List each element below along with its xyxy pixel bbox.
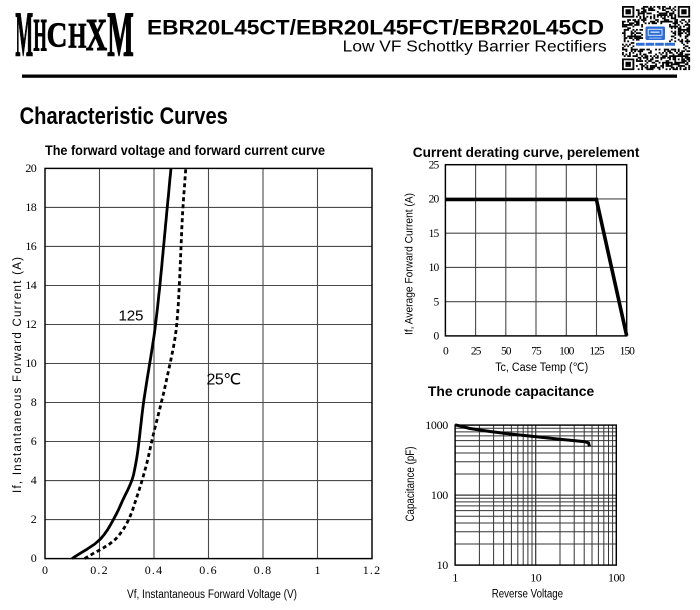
svg-text:Low VF Schottky Barrier Rectif: Low VF Schottky Barrier Rectifiers	[343, 39, 607, 56]
svg-text:Reverse Voltage: Reverse Voltage	[492, 589, 563, 601]
svg-text:Capacitance (pF): Capacitance (pF)	[405, 446, 417, 521]
svg-text:0: 0	[443, 346, 449, 358]
svg-text:1: 1	[452, 571, 458, 585]
svg-text:Vf, Instantaneous Forward Volt: Vf, Instantaneous Forward Voltage (V)	[127, 589, 297, 601]
svg-text:20: 20	[429, 194, 440, 206]
svg-text:H: H	[68, 15, 86, 55]
svg-text:8: 8	[31, 395, 37, 409]
svg-text:0.6: 0.6	[199, 563, 218, 577]
svg-text:10: 10	[530, 571, 542, 585]
svg-text:2: 2	[31, 512, 37, 526]
svg-text:4: 4	[31, 473, 37, 487]
svg-text:25: 25	[429, 160, 440, 172]
svg-text:X: X	[86, 11, 108, 61]
svg-text:10: 10	[437, 558, 449, 572]
svg-text:100: 100	[431, 488, 448, 502]
svg-text:10: 10	[429, 262, 440, 274]
svg-text:0.4: 0.4	[145, 563, 164, 577]
svg-text:125: 125	[119, 307, 144, 324]
svg-text:100: 100	[608, 571, 625, 585]
svg-text:1: 1	[315, 563, 321, 577]
svg-text:0: 0	[42, 563, 48, 577]
svg-text:50: 50	[501, 346, 512, 358]
svg-text:20: 20	[25, 161, 36, 175]
svg-text:15: 15	[429, 228, 440, 240]
svg-text:0: 0	[31, 551, 37, 565]
svg-text:Characteristic Curves: Characteristic Curves	[20, 103, 228, 130]
svg-text:The forward voltage and forwar: The forward voltage and forward current …	[45, 143, 325, 158]
svg-text:EBR20L45CT/EBR20L45FCT/EBR20L4: EBR20L45CT/EBR20L45FCT/EBR20L45CD	[147, 14, 604, 39]
svg-text:0.8: 0.8	[254, 563, 273, 577]
svg-text:0.2: 0.2	[90, 563, 109, 577]
svg-text:25: 25	[471, 346, 482, 358]
svg-text:Current derating curve, perele: Current derating curve, perelement	[413, 145, 640, 160]
svg-text:C: C	[47, 15, 68, 54]
svg-text:150: 150	[620, 346, 636, 358]
svg-text:6: 6	[31, 434, 37, 448]
svg-text:M: M	[107, 0, 134, 70]
svg-text:1.2: 1.2	[363, 563, 382, 577]
svg-text:12: 12	[25, 317, 36, 331]
svg-text:16: 16	[25, 239, 36, 253]
svg-text:Tc, Case Temp (℃): Tc, Case Temp (℃)	[495, 362, 588, 374]
svg-text:125: 125	[589, 346, 605, 358]
svg-text:H: H	[33, 9, 46, 61]
svg-text:5: 5	[434, 297, 440, 309]
svg-text:100: 100	[559, 346, 575, 358]
svg-text:25℃: 25℃	[207, 372, 241, 389]
svg-text:14: 14	[25, 278, 36, 292]
svg-text:18: 18	[25, 200, 36, 214]
svg-text:If, Average Forward Current (A: If, Average Forward Current (A)	[404, 193, 416, 335]
svg-text:M: M	[15, 0, 33, 70]
svg-text:1000: 1000	[425, 418, 448, 432]
svg-text:75: 75	[531, 346, 542, 358]
svg-text:0: 0	[434, 331, 440, 343]
svg-text:The crunode capacitance: The crunode capacitance	[428, 384, 595, 399]
svg-text:10: 10	[25, 356, 36, 370]
svg-text:If, Instantaneous Forward Curr: If, Instantaneous Forward Current (A)	[12, 257, 24, 493]
